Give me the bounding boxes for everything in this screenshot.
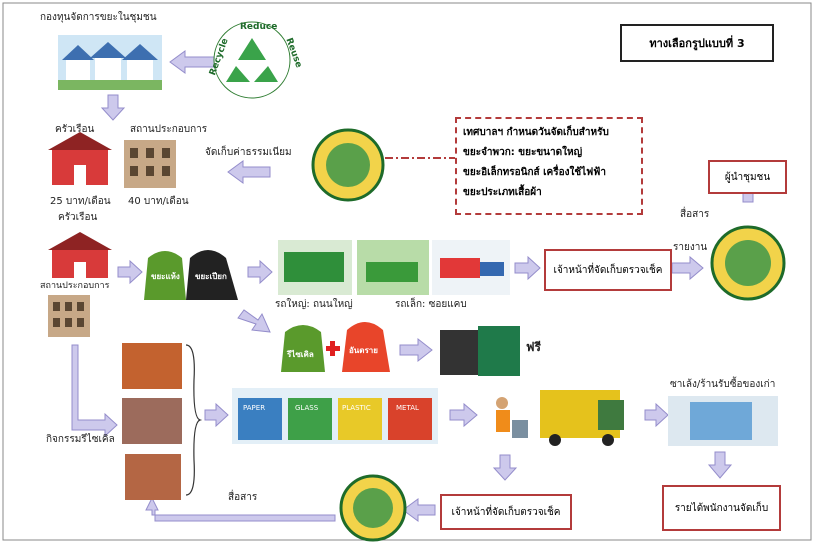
notice-line: เทศบาลฯ กำหนดวันจัดเก็บสำหรับ: [463, 123, 635, 143]
fund-label: กองทุนจัดการขยะในชุมชน: [40, 10, 157, 25]
leader-box: ผู้นำชุมชน: [708, 160, 787, 194]
free-label: ฟรี: [526, 338, 541, 357]
source-business: สถานประกอบการ: [40, 278, 109, 292]
diagram: กองทุนจัดการขยะในชุมชน Reduce Reuse Recy…: [0, 0, 817, 547]
notice-line: ขยะจำพวก: ขยะขนาดใหญ่: [463, 143, 635, 163]
garbage-truck-image: [496, 390, 624, 446]
notice-box: เทศบาลฯ กำหนดวันจัดเก็บสำหรับ ขยะจำพวก: …: [455, 117, 643, 215]
truck-small: รถเล็ก: ซอยแคบ: [395, 297, 467, 312]
income-box: รายได้พนักงานจัดเก็บ: [662, 485, 781, 531]
notice-line: ขยะประเภทเสื้อผ้า: [463, 183, 635, 203]
household-fee: 25 บาท/เดือน: [50, 194, 111, 209]
collector-box: เจ้าหน้าที่จัดเก็บตรวจเช็ค: [440, 494, 572, 530]
bag-wet: ขยะเปียก: [195, 270, 227, 283]
buyer-image: [668, 396, 778, 446]
bin-label: PAPER: [243, 404, 265, 412]
activity-images: [122, 343, 182, 500]
business-fee: 40 บาท/เดือน: [128, 194, 189, 209]
recycling-label: กิจกรรมรีไซเคิล: [46, 432, 115, 447]
bag-dry: ขยะแห้ง: [151, 270, 180, 283]
household-label: ครัวเรือน: [55, 122, 94, 137]
truck-big: รถใหญ่: ถนนใหญ่: [275, 297, 353, 312]
trucks: [278, 240, 510, 295]
bin-label: GLASS: [295, 404, 318, 412]
report-label: รายงาน: [673, 240, 707, 255]
reduce: Reduce: [240, 22, 277, 32]
brace: [186, 345, 200, 495]
bin-label: METAL: [396, 404, 419, 412]
business-label: สถานประกอบการ: [130, 122, 207, 137]
buyer-label: ซาเล้ง/ร้านรับซื้อของเก่า: [670, 377, 775, 392]
bin-label: PLASTIC: [342, 404, 371, 412]
communicate-bottom: สื่อสาร: [228, 490, 257, 505]
notice-line: ขยะอิเล็กทรอนิกส์ เครื่องใช้ไฟฟ้า: [463, 163, 635, 183]
communicate-label: สื่อสาร: [680, 207, 709, 222]
bins-image: [232, 388, 438, 444]
title: ทางเลือกรูปแบบที่ 3: [620, 24, 774, 62]
fee-label: จัดเก็บค่าธรรมเนียม: [205, 145, 292, 160]
collector-box: เจ้าหน้าที่จัดเก็บตรวจเช็ค: [544, 249, 672, 291]
village-image: [58, 35, 162, 90]
source-household: ครัวเรือน: [58, 210, 97, 225]
graphics: [0, 0, 817, 547]
recycle-logo: [214, 22, 290, 98]
bag-recycle: รีไซเคิล: [287, 348, 314, 361]
bag-hazard: อันตราย: [349, 344, 378, 357]
